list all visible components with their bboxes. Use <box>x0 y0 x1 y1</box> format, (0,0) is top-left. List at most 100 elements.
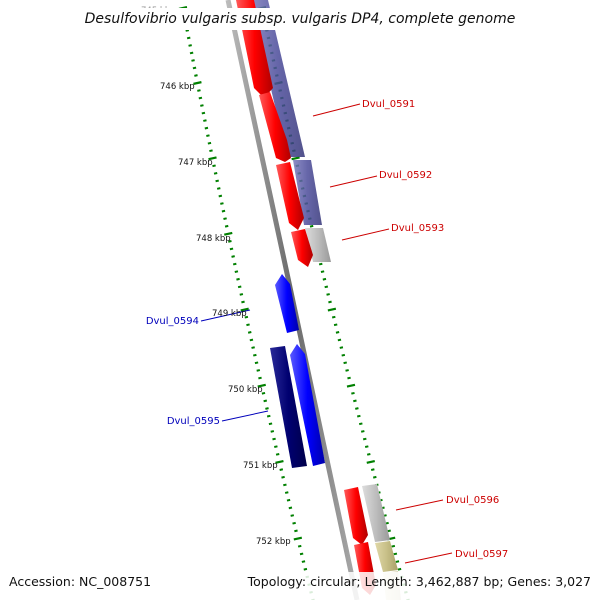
minor-tick <box>360 430 365 433</box>
major-tick <box>224 231 233 236</box>
tick-label: 747 kbp <box>178 158 213 168</box>
minor-tick <box>234 270 239 273</box>
minor-tick <box>286 498 291 502</box>
minor-tick <box>192 66 197 70</box>
minor-tick <box>288 506 293 510</box>
gene-label[interactable]: Dvul_0592 <box>379 170 432 181</box>
major-tick <box>346 383 356 388</box>
minor-tick <box>220 202 224 205</box>
minor-tick <box>281 475 285 479</box>
minor-tick <box>335 331 340 334</box>
minor-tick <box>221 209 226 213</box>
cog-bar <box>270 346 307 468</box>
minor-tick <box>266 414 271 418</box>
minor-tick <box>268 422 273 426</box>
minor-tick <box>270 430 275 433</box>
minor-tick <box>247 331 252 334</box>
minor-tick <box>274 445 278 449</box>
gene-label[interactable]: Dvul_0593 <box>391 223 444 234</box>
minor-tick <box>198 96 203 100</box>
cog-bar <box>362 484 390 542</box>
gene-label[interactable]: Dvul_0594 <box>146 316 199 327</box>
tick-label: 750 kbp <box>228 385 263 395</box>
minor-tick <box>228 240 232 243</box>
gene-label[interactable]: Dvul_0596 <box>446 495 499 506</box>
minor-tick <box>218 194 223 198</box>
footer-background <box>0 572 600 600</box>
minor-tick <box>261 391 266 395</box>
minor-tick <box>292 521 296 525</box>
minor-tick <box>201 111 206 115</box>
minor-tick <box>395 560 400 563</box>
minor-tick <box>345 369 349 372</box>
minor-tick <box>391 544 396 548</box>
minor-tick <box>254 361 259 365</box>
minor-tick <box>279 468 284 471</box>
minor-tick <box>343 361 347 365</box>
minor-tick <box>256 369 261 372</box>
cog-bar <box>375 541 398 572</box>
minor-tick <box>309 224 314 228</box>
minor-tick <box>200 104 204 107</box>
minor-tick <box>212 164 216 168</box>
minor-tick <box>204 126 209 130</box>
minor-tick <box>370 468 375 471</box>
gene-arrow-Dvul_0595[interactable] <box>290 344 325 466</box>
genome-backbone <box>225 0 360 600</box>
major-tick <box>240 307 249 312</box>
minor-tick <box>236 277 240 281</box>
major-tick <box>257 383 266 388</box>
tick-label: 752 kbp <box>256 537 291 547</box>
minor-tick <box>224 224 229 228</box>
major-tick <box>293 536 303 541</box>
gene-label[interactable]: Dvul_0597 <box>455 549 508 560</box>
gene-track <box>236 0 376 595</box>
minor-tick <box>364 445 369 449</box>
minor-tick <box>353 399 357 403</box>
tick-track-inner <box>178 6 315 600</box>
minor-tick <box>263 399 268 403</box>
minor-tick <box>231 255 235 258</box>
minor-tick <box>241 300 245 304</box>
gene-label[interactable]: Dvul_0595 <box>167 416 220 427</box>
major-tick <box>366 460 375 464</box>
minor-tick <box>328 300 332 304</box>
minor-tick <box>275 452 280 456</box>
minor-tick <box>347 376 351 380</box>
major-tick <box>208 156 217 161</box>
minor-tick <box>357 414 361 418</box>
minor-tick <box>215 179 219 183</box>
minor-tick <box>351 391 355 395</box>
tick-label: 749 kbp <box>212 309 247 319</box>
minor-tick <box>194 74 198 77</box>
minor-tick <box>189 51 194 55</box>
minor-tick <box>290 514 295 517</box>
minor-tick <box>372 475 377 479</box>
map-title: Desulfovibrio vulgaris subsp. vulgaris D… <box>85 11 516 27</box>
minor-tick <box>339 346 344 349</box>
minor-tick <box>229 247 234 251</box>
minor-tick <box>237 285 242 289</box>
minor-tick <box>366 452 371 456</box>
gene-arrow-Dvul_0596[interactable] <box>344 487 368 545</box>
major-tick <box>193 81 202 85</box>
minor-tick <box>272 437 276 441</box>
gene-arrow-Dvul_0592[interactable] <box>276 162 304 230</box>
minor-tick <box>333 323 338 327</box>
gene-arrow-Dvul_0593[interactable] <box>291 229 313 267</box>
minor-tick <box>326 293 330 296</box>
gene-labels: Dvul_0591 Dvul_0592 Dvul_0593 Dvul_0594 … <box>146 99 508 560</box>
minor-tick <box>209 149 213 153</box>
minor-tick <box>265 407 269 410</box>
minor-tick <box>294 529 298 533</box>
gene-arrow-Dvul_0591b[interactable] <box>259 92 291 162</box>
gene-arrow-Dvul_0594[interactable] <box>275 274 299 333</box>
minor-tick <box>216 187 221 190</box>
minor-tick <box>322 277 327 281</box>
minor-tick <box>318 262 323 266</box>
tick-label: 746 kbp <box>160 82 195 92</box>
minor-tick <box>186 36 191 40</box>
label-leaders <box>200 103 453 564</box>
gene-label[interactable]: Dvul_0591 <box>362 99 415 110</box>
minor-tick <box>206 134 210 137</box>
